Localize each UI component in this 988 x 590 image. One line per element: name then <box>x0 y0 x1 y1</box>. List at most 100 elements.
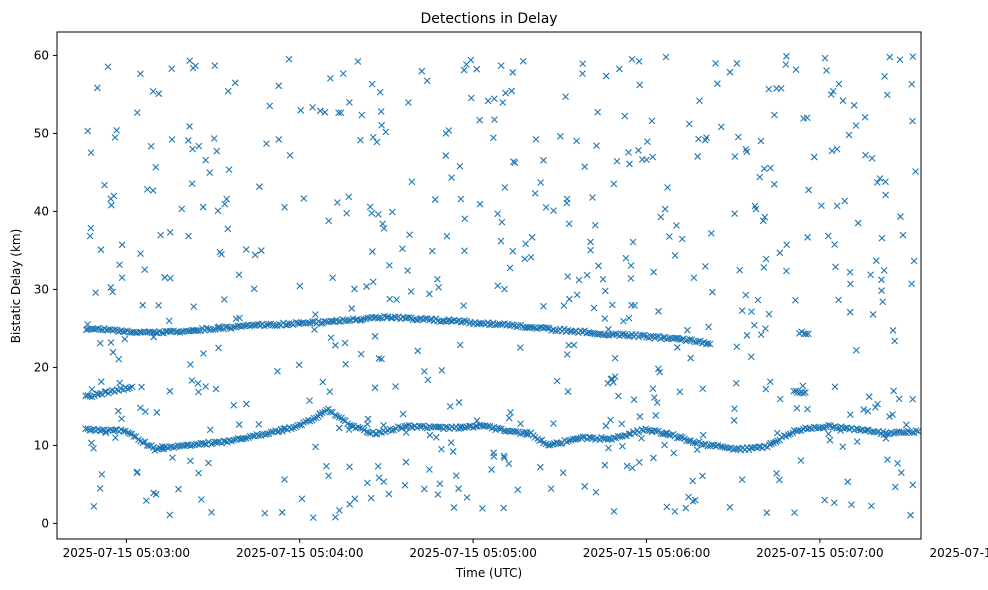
data-point <box>527 253 535 261</box>
data-point <box>643 138 651 146</box>
data-point <box>380 421 387 429</box>
data-point <box>166 387 174 395</box>
data-point <box>882 178 889 186</box>
data-point <box>908 280 916 288</box>
data-point <box>793 404 801 412</box>
data-point <box>878 276 885 284</box>
data-point <box>221 438 229 445</box>
data-point <box>528 233 536 241</box>
data-point <box>657 213 665 221</box>
data-point <box>88 426 96 434</box>
data-point <box>364 415 372 423</box>
data-point <box>354 423 362 431</box>
data-point <box>685 437 693 445</box>
data-point <box>529 324 536 331</box>
data-point <box>540 302 547 310</box>
data-point <box>322 462 330 470</box>
data-point <box>298 495 306 503</box>
data-point <box>90 325 98 333</box>
data-point <box>708 441 716 449</box>
data-point <box>853 438 861 446</box>
data-point <box>783 52 790 60</box>
data-point <box>908 429 916 436</box>
data-point <box>791 509 798 517</box>
data-point <box>731 153 739 160</box>
data-point <box>587 246 594 254</box>
data-point <box>610 507 618 515</box>
data-point <box>909 53 917 61</box>
data-point <box>631 430 639 437</box>
data-point <box>742 291 750 299</box>
data-point <box>891 483 899 491</box>
data-point <box>874 400 882 408</box>
data-point <box>844 478 852 486</box>
data-point <box>111 426 119 434</box>
data-point <box>296 421 304 429</box>
data-point <box>199 439 207 447</box>
data-point <box>157 231 165 239</box>
data-point <box>777 85 785 92</box>
data-point <box>281 476 288 483</box>
data-point <box>363 283 370 290</box>
data-point <box>161 274 169 281</box>
data-point <box>489 134 497 142</box>
data-point <box>571 328 578 336</box>
data-point <box>263 430 271 438</box>
data-point <box>564 388 572 395</box>
data-point <box>701 262 709 270</box>
data-point <box>111 326 119 333</box>
data-point <box>627 262 635 270</box>
data-point <box>499 99 507 106</box>
data-point <box>461 215 469 223</box>
data-point <box>281 203 288 211</box>
data-point <box>731 210 738 218</box>
data-point <box>750 321 758 329</box>
data-point <box>418 67 426 75</box>
data-point <box>231 79 239 87</box>
data-point <box>690 274 698 282</box>
data-point <box>625 149 632 156</box>
data-point <box>661 441 668 449</box>
data-point <box>401 422 409 430</box>
data-point <box>575 276 583 284</box>
data-point <box>610 434 618 442</box>
data-point <box>484 97 492 105</box>
data-point <box>544 324 552 332</box>
data-point <box>847 280 854 288</box>
data-point <box>369 133 377 141</box>
data-point <box>683 326 691 334</box>
data-point <box>848 501 855 508</box>
data-point <box>792 66 800 73</box>
data-point <box>176 329 184 336</box>
data-point <box>376 88 384 96</box>
data-point <box>92 289 100 297</box>
data-point <box>899 231 907 239</box>
data-point <box>649 385 657 392</box>
data-point <box>367 494 375 502</box>
data-point <box>423 77 431 85</box>
data-point <box>155 90 163 98</box>
y-axis: 0 10 20 30 40 50 60 <box>34 48 57 530</box>
data-point <box>166 228 174 236</box>
data-point <box>842 424 849 432</box>
data-point <box>378 121 385 129</box>
x-tick-label: 2025-07-15 05:08:00 <box>930 546 988 560</box>
data-point <box>514 486 522 494</box>
data-point <box>375 355 383 362</box>
data-point <box>225 166 233 174</box>
data-point <box>701 136 709 144</box>
data-point <box>620 317 627 325</box>
data-point <box>565 341 573 349</box>
data-point <box>205 459 212 467</box>
data-point <box>880 267 888 274</box>
data-point <box>169 454 176 462</box>
data-point <box>186 57 194 65</box>
data-point <box>876 175 884 182</box>
data-point <box>112 434 119 441</box>
data-point <box>516 344 524 351</box>
data-point <box>509 247 517 255</box>
data-point <box>881 73 888 80</box>
data-point <box>868 154 876 162</box>
data-point <box>327 334 335 342</box>
data-point <box>846 268 854 276</box>
